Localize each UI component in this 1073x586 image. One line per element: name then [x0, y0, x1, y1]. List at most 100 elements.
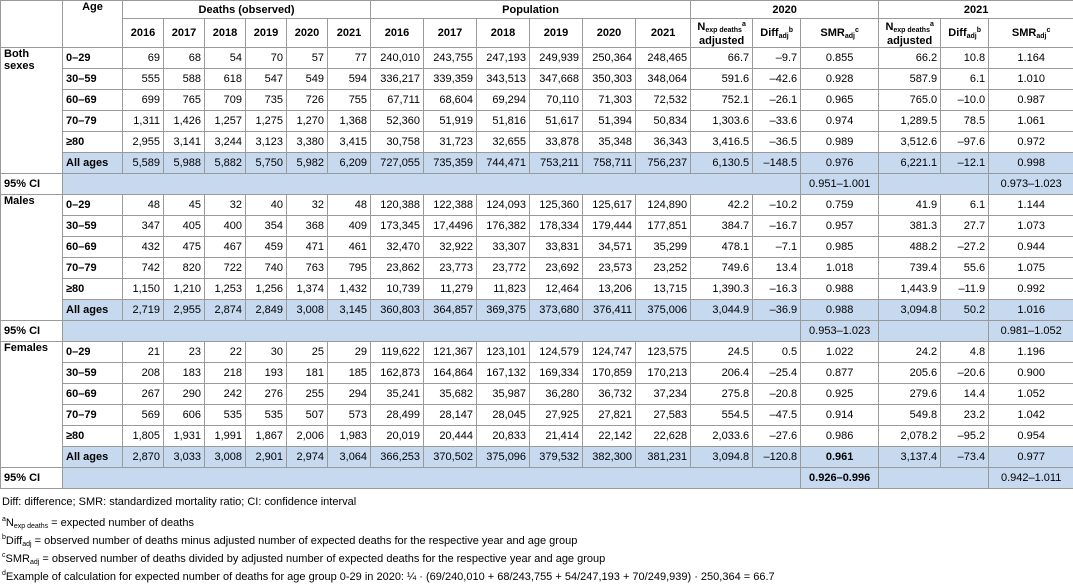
data-cell: 735	[246, 90, 287, 111]
data-cell: 1,311	[123, 111, 164, 132]
age-label: All ages	[63, 447, 123, 468]
data-cell: 0.961	[801, 447, 879, 468]
ci-label: 95% CI	[1, 174, 63, 195]
data-cell: 1.144	[989, 195, 1073, 216]
header-cell: Age	[63, 1, 123, 48]
data-cell: 0.992	[989, 279, 1073, 300]
data-cell: 29	[328, 342, 371, 363]
age-label: 0–29	[63, 342, 123, 363]
data-cell: 51,617	[530, 111, 583, 132]
data-cell: 1.018	[801, 258, 879, 279]
data-cell: 6,209	[328, 153, 371, 174]
data-cell: –10.2	[753, 195, 801, 216]
symbol: Diff	[948, 27, 966, 39]
data-cell: 1.073	[989, 216, 1073, 237]
data-cell: 1.022	[801, 342, 879, 363]
data-cell: 218	[205, 363, 246, 384]
data-cell: 21	[123, 342, 164, 363]
data-cell: 35,987	[477, 384, 530, 405]
header-cell	[1, 1, 63, 48]
data-cell: 755	[328, 90, 371, 111]
data-cell: 381,231	[636, 447, 691, 468]
data-cell: 1,270	[287, 111, 328, 132]
data-cell: 752.1	[691, 90, 753, 111]
year-header: 2017	[164, 19, 205, 48]
subscript: adj	[1036, 33, 1046, 40]
data-cell: 744,471	[477, 153, 530, 174]
data-cell: 208	[123, 363, 164, 384]
data-cell: 0.998	[989, 153, 1073, 174]
data-cell: 1.010	[989, 69, 1073, 90]
data-cell: 290	[164, 384, 205, 405]
year-header: 2020	[287, 19, 328, 48]
data-cell: 294	[328, 384, 371, 405]
data-cell: 382,300	[583, 447, 636, 468]
data-cell: 350,303	[583, 69, 636, 90]
data-cell: 606	[164, 405, 205, 426]
group-label: Females	[1, 342, 63, 468]
data-cell: 0.972	[989, 132, 1073, 153]
data-cell: –20.8	[753, 384, 801, 405]
year-header: 2017	[424, 19, 477, 48]
data-cell: 360,803	[371, 300, 424, 321]
data-cell: 3,145	[328, 300, 371, 321]
data-cell: 379,532	[530, 447, 583, 468]
symbol: SMR	[6, 553, 30, 565]
data-cell: 32,655	[477, 132, 530, 153]
data-cell: 0.877	[801, 363, 879, 384]
data-cell: 478.1	[691, 237, 753, 258]
data-cell: 348,064	[636, 69, 691, 90]
data-cell: 1,303.6	[691, 111, 753, 132]
data-cell: 587.9	[879, 69, 941, 90]
data-cell: –47.5	[753, 405, 801, 426]
data-cell: –36.5	[753, 132, 801, 153]
data-cell: 699	[123, 90, 164, 111]
data-cell: 50,834	[636, 111, 691, 132]
data-cell: 370,502	[424, 447, 477, 468]
data-cell: 375,006	[636, 300, 691, 321]
data-cell: 51,816	[477, 111, 530, 132]
data-cell: 4.8	[941, 342, 989, 363]
data-cell: –12.1	[941, 153, 989, 174]
data-cell: 594	[328, 69, 371, 90]
data-cell: 369,375	[477, 300, 530, 321]
data-cell: 68	[164, 48, 205, 69]
data-cell: 250,364	[583, 48, 636, 69]
data-cell: 375,096	[477, 447, 530, 468]
data-cell: 409	[328, 216, 371, 237]
subscript: adj	[845, 33, 855, 40]
data-cell: 2,955	[123, 132, 164, 153]
data-cell: 170,213	[636, 363, 691, 384]
data-cell: 3,044.9	[691, 300, 753, 321]
header-cell: 2021	[879, 1, 1073, 19]
data-cell: 45	[164, 195, 205, 216]
group-label: Both sexes	[1, 48, 63, 174]
symbol: N	[6, 517, 14, 529]
data-cell: 726	[287, 90, 328, 111]
data-cell: 35,299	[636, 237, 691, 258]
data-cell: 183	[164, 363, 205, 384]
data-cell: 765	[164, 90, 205, 111]
data-cell: 28,499	[371, 405, 424, 426]
data-cell: 3,064	[328, 447, 371, 468]
ci-value: 0.981–1.052	[989, 321, 1073, 342]
data-cell: 37,234	[636, 384, 691, 405]
data-cell: 66.7	[691, 48, 753, 69]
subscript: exp deaths	[893, 27, 930, 34]
data-cell: 11,279	[424, 279, 477, 300]
data-cell: 124,747	[583, 342, 636, 363]
data-cell: 1.042	[989, 405, 1073, 426]
data-cell: 0.986	[801, 426, 879, 447]
ci-value: 0.953–1.023	[801, 321, 879, 342]
blank-cell	[63, 321, 801, 342]
symbol: Diff	[760, 27, 778, 39]
data-cell: 1.196	[989, 342, 1073, 363]
footnote-text: = expected number of deaths	[48, 517, 194, 529]
